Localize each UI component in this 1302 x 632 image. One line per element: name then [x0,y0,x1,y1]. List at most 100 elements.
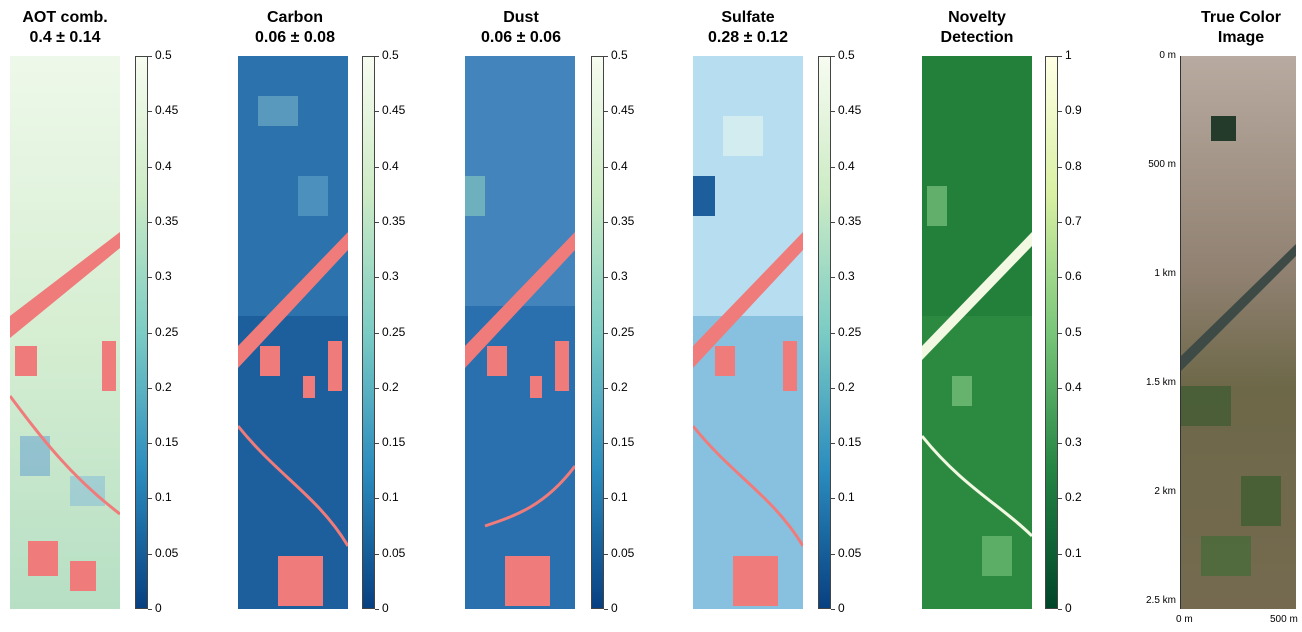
tick-mark [604,56,608,57]
tick-mark [604,166,608,168]
sulfate-map-image [693,56,803,609]
tick-label: 0.9 [1065,103,1082,118]
title-line: 0.4 ± 0.14 [29,29,101,46]
tick-mark [1058,221,1062,223]
tick-label: 0.8 [1065,158,1082,173]
tick-mark [1058,111,1062,113]
tick-label: 0.15 [838,435,862,450]
tick-label: 0.3 [382,269,399,284]
tick-mark [831,277,835,279]
tick-mark [375,221,379,223]
carbon-map-image [238,56,348,609]
tick-label: 0.45 [611,103,635,118]
tick-label: 0.25 [382,324,406,339]
tick-mark [375,609,379,610]
aot-colorbar [135,56,148,609]
tick-label: 0.4 [1065,379,1082,394]
novelty-colorbar [1045,56,1058,609]
tick-label: 0.35 [382,213,406,228]
tick-mark [375,387,379,389]
tick-mark [604,609,608,610]
tick-mark [831,387,835,389]
tick-label: 0.2 [155,379,172,394]
tick-mark [831,56,835,57]
tick-label: 0.05 [838,545,862,560]
tick-mark [148,166,152,168]
title-line: Carbon [267,9,323,26]
tick-mark [1058,443,1062,445]
carbon-colorbar [362,56,375,609]
tick-mark [604,221,608,223]
tick-mark [604,387,608,389]
tick-mark [375,332,379,334]
tick-label: 0.25 [838,324,862,339]
tick-mark [831,443,835,445]
tick-label: 0.25 [155,324,179,339]
tick-mark [148,387,152,389]
tick-mark [375,166,379,168]
tick-label: 0.1 [155,490,172,505]
tick-mark [604,332,608,334]
tick-label: 0.35 [155,213,179,228]
tick-label: 0.45 [838,103,862,118]
tick-mark [831,221,835,223]
tick-mark [1058,56,1062,57]
tick-label: 0.3 [1065,435,1082,450]
title-line: 0.06 ± 0.08 [255,29,335,46]
tick-label: 0.4 [838,158,855,173]
y-tick-label: 1.5 km [1145,377,1176,388]
dust-colorbar [591,56,604,609]
tick-mark [375,443,379,445]
tick-mark [604,277,608,279]
tick-label: 0.3 [155,269,172,284]
tick-label: 0.05 [611,545,635,560]
tick-label: 0 [838,601,845,615]
tick-label: 0.1 [838,490,855,505]
tick-label: 0.5 [382,48,399,62]
tick-mark [148,609,152,610]
tick-mark [831,166,835,168]
tick-mark [831,332,835,334]
tick-label: 0.5 [155,48,172,62]
tick-label: 0.2 [611,379,628,394]
tick-mark [148,111,152,113]
title-line: Dust [503,9,539,26]
tick-label: 0.2 [382,379,399,394]
panel-title-novelty: Novelty Detection [902,8,1052,48]
tick-mark [831,553,835,555]
tick-mark [1058,387,1062,389]
tick-label: 0.3 [838,269,855,284]
tick-mark [375,553,379,555]
sulfate-colorbar [818,56,831,609]
tick-label: 0.1 [382,490,399,505]
tick-label: 0.05 [382,545,406,560]
x-tick-label: 0 m [1176,614,1193,625]
tick-mark [1058,553,1062,555]
aot-map-image [10,56,120,609]
tick-label: 0.2 [1065,490,1082,505]
tick-mark [148,277,152,279]
y-tick-label: 1 km [1154,268,1176,279]
tick-label: 0.3 [611,269,628,284]
tick-label: 0.15 [611,435,635,450]
true-color-y-axis [1180,56,1181,609]
tick-label: 0.7 [1065,213,1082,228]
tick-mark [831,609,835,610]
title-line: Novelty [948,9,1006,26]
tick-mark [1058,166,1062,168]
tick-mark [1058,332,1062,334]
tick-label: 0.15 [382,435,406,450]
tick-label: 0.5 [838,48,855,62]
tick-mark [1058,277,1062,279]
y-tick-label: 2 km [1154,486,1176,497]
tick-mark [1058,498,1062,500]
panel-title-dust: Dust 0.06 ± 0.06 [446,8,596,48]
tick-mark [375,277,379,279]
tick-mark [604,443,608,445]
tick-mark [604,111,608,113]
tick-mark [831,111,835,113]
tick-mark [604,498,608,500]
tick-label: 0.45 [155,103,179,118]
tick-label: 0.2 [838,379,855,394]
tick-label: 1 [1065,48,1072,62]
